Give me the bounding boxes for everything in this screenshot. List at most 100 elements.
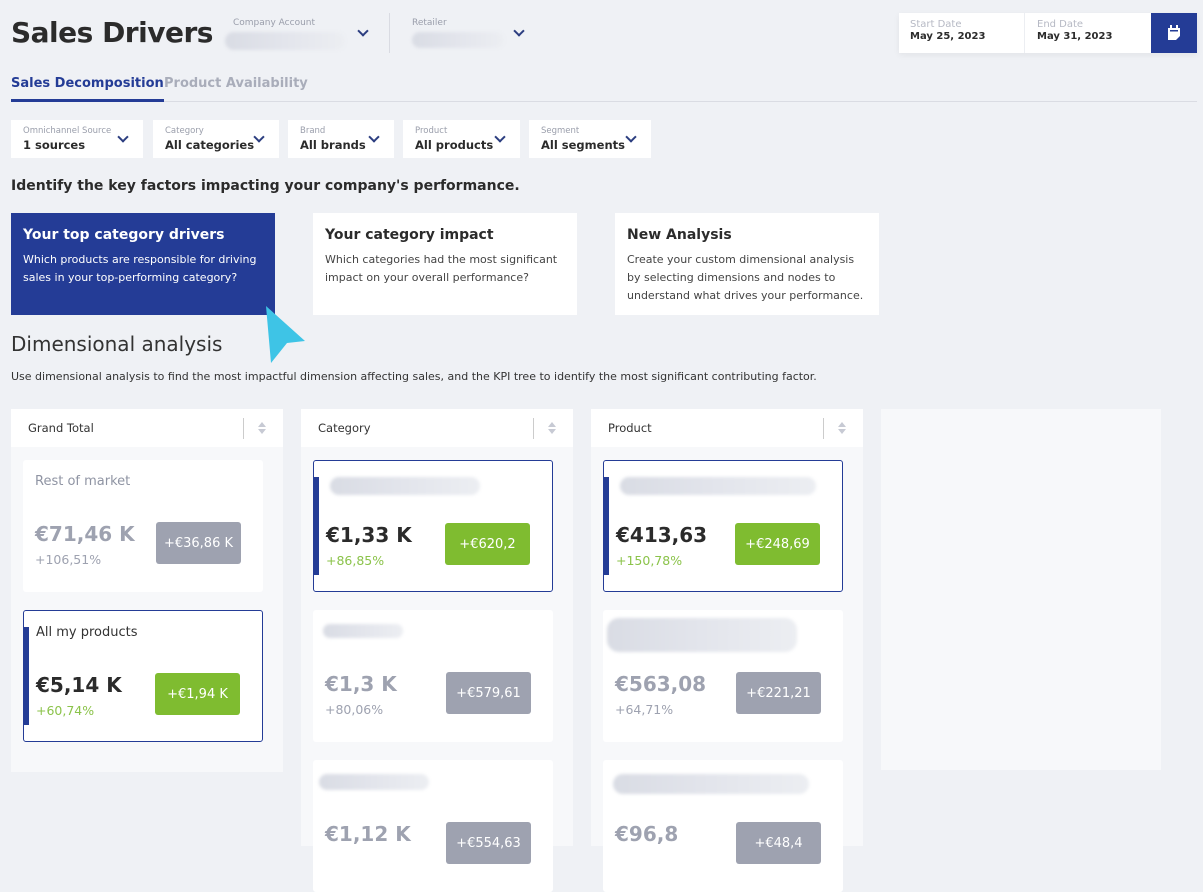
card-rest-of-market[interactable]: Rest of market €71,46 K +106,51% +€36,86…	[23, 460, 263, 592]
tile-description: Create your custom dimensional analysis …	[627, 253, 864, 302]
filter-category[interactable]: Category All categories	[153, 120, 279, 158]
divider	[1024, 13, 1025, 53]
filter-value: All products	[415, 138, 494, 152]
filter-value: All segments	[541, 138, 625, 152]
sort-icon[interactable]	[548, 422, 556, 434]
card-delta-badge: +€579,61	[446, 672, 531, 714]
filter-label: Segment	[541, 126, 580, 136]
card-value: €1,3 K	[325, 672, 397, 696]
filter-segment[interactable]: Segment All segments	[529, 120, 651, 158]
column-header-label: Category	[318, 421, 371, 435]
category-card[interactable]: €1,3 K +80,06% +€579,61	[313, 610, 553, 742]
column-product: Product €413,63 +150,78% +€248,69 €563,0…	[591, 409, 863, 892]
end-date-label: End Date	[1037, 19, 1084, 30]
card-value: €1,12 K	[325, 822, 411, 846]
card-name: Rest of market	[35, 474, 131, 489]
chevron-down-icon[interactable]	[513, 25, 525, 37]
selection-bar	[314, 477, 319, 575]
tile-category-impact[interactable]: Your category impact Which categories had…	[313, 213, 577, 315]
category-card[interactable]: €1,12 K +€554,63	[313, 760, 553, 892]
tile-new-analysis[interactable]: New Analysis Create your custom dimension…	[615, 213, 879, 315]
dimensional-analysis-title: Dimensional analysis	[11, 332, 223, 356]
end-date[interactable]: End Date May 31, 2023	[1037, 19, 1112, 42]
product-card[interactable]: €96,8 +€48,4	[603, 760, 843, 892]
card-percent: +80,06%	[325, 702, 384, 717]
column-grand-total: Grand Total Rest of market €71,46 K +106…	[11, 409, 283, 772]
sort-icon[interactable]	[838, 422, 846, 434]
filter-label: Category	[165, 126, 204, 136]
card-delta-badge: +€221,21	[736, 672, 821, 714]
card-percent: +64,71%	[615, 702, 674, 717]
card-name-redacted	[330, 477, 480, 495]
company-account-label: Company Account	[233, 18, 316, 28]
card-name-redacted	[613, 774, 809, 794]
filter-omnichannel-source[interactable]: Omnichannel Source 1 sources	[11, 120, 143, 158]
card-percent: +86,85%	[326, 553, 385, 568]
tab-product-availability[interactable]: Product Availability	[164, 76, 308, 91]
filter-label: Omnichannel Source	[23, 126, 112, 136]
card-name-redacted	[319, 774, 429, 790]
filter-value: All categories	[165, 138, 255, 152]
card-percent: +150,78%	[616, 553, 683, 568]
card-percent: +106,51%	[35, 552, 102, 567]
calendar-button[interactable]	[1151, 13, 1197, 53]
filter-product[interactable]: Product All products	[403, 120, 520, 158]
category-card[interactable]: €1,33 K +86,85% +€620,2	[313, 460, 553, 592]
card-value: €563,08	[615, 672, 707, 696]
mouse-cursor-icon	[266, 306, 305, 363]
tab-bar: Sales Decomposition Product Availability	[11, 76, 1197, 102]
dimensional-analysis-subtitle: Use dimensional analysis to find the mos…	[11, 370, 817, 383]
card-delta-badge: +€554,63	[446, 822, 531, 864]
headline: Identify the key factors impacting your …	[11, 178, 520, 194]
card-value: €5,14 K	[36, 673, 122, 697]
card-delta-badge: +€620,2	[445, 523, 530, 565]
selection-bar	[604, 477, 609, 575]
filter-value: 1 sources	[23, 138, 86, 152]
retailer-select[interactable]: Retailer	[412, 18, 504, 48]
column-category: Category €1,33 K +86,85% +€620,2 €1,3 K …	[301, 409, 573, 892]
filter-label: Brand	[300, 126, 326, 136]
start-date[interactable]: Start Date May 25, 2023	[910, 19, 985, 42]
start-date-value: May 25, 2023	[910, 31, 986, 42]
card-name-redacted	[607, 618, 797, 652]
company-account-value-redacted	[225, 32, 345, 50]
company-account-select[interactable]: Company Account	[225, 18, 345, 50]
page-title: Sales Drivers	[11, 16, 213, 49]
card-value: €1,33 K	[326, 523, 412, 547]
start-date-label: Start Date	[910, 19, 962, 30]
tile-top-category-drivers[interactable]: Your top category drivers Which products …	[11, 213, 275, 315]
product-card[interactable]: €563,08 +64,71% +€221,21	[603, 610, 843, 742]
filter-brand[interactable]: Brand All brands	[288, 120, 394, 158]
card-name: All my products	[36, 625, 138, 640]
card-delta-badge: +€36,86 K	[156, 522, 241, 564]
date-range-picker[interactable]: Start Date May 25, 2023 End Date May 31, 2…	[899, 13, 1197, 53]
column-header: Product	[591, 409, 863, 447]
retailer-label: Retailer	[412, 18, 447, 28]
card-value: €71,46 K	[35, 522, 135, 546]
card-value: €413,63	[616, 523, 708, 547]
filter-label: Product	[415, 126, 448, 136]
empty-panel	[881, 409, 1161, 770]
column-header: Category	[301, 409, 573, 447]
chevron-down-icon[interactable]	[357, 25, 369, 37]
sort-icon[interactable]	[258, 422, 266, 434]
selection-bar	[24, 627, 29, 725]
tile-description: Which categories had the most significan…	[325, 253, 558, 284]
card-delta-badge: +€248,69	[735, 523, 820, 565]
column-header-label: Grand Total	[28, 421, 94, 435]
tab-sales-decomposition[interactable]: Sales Decomposition	[11, 76, 164, 102]
tile-description: Which products are responsible for drivi…	[23, 253, 257, 284]
card-all-my-products[interactable]: All my products €5,14 K +60,74% +€1,94 K	[23, 610, 263, 742]
card-name-redacted	[620, 477, 816, 495]
filter-value: All brands	[300, 138, 366, 152]
card-name-redacted	[323, 624, 403, 638]
tile-title: Your top category drivers	[23, 227, 225, 243]
divider	[389, 13, 390, 53]
card-percent: +60,74%	[36, 703, 95, 718]
product-card[interactable]: €413,63 +150,78% +€248,69	[603, 460, 843, 592]
tile-title: Your category impact	[325, 227, 494, 243]
end-date-value: May 31, 2023	[1037, 31, 1113, 42]
card-delta-badge: +€1,94 K	[155, 673, 240, 715]
card-delta-badge: +€48,4	[736, 822, 821, 864]
card-value: €96,8	[615, 822, 679, 846]
